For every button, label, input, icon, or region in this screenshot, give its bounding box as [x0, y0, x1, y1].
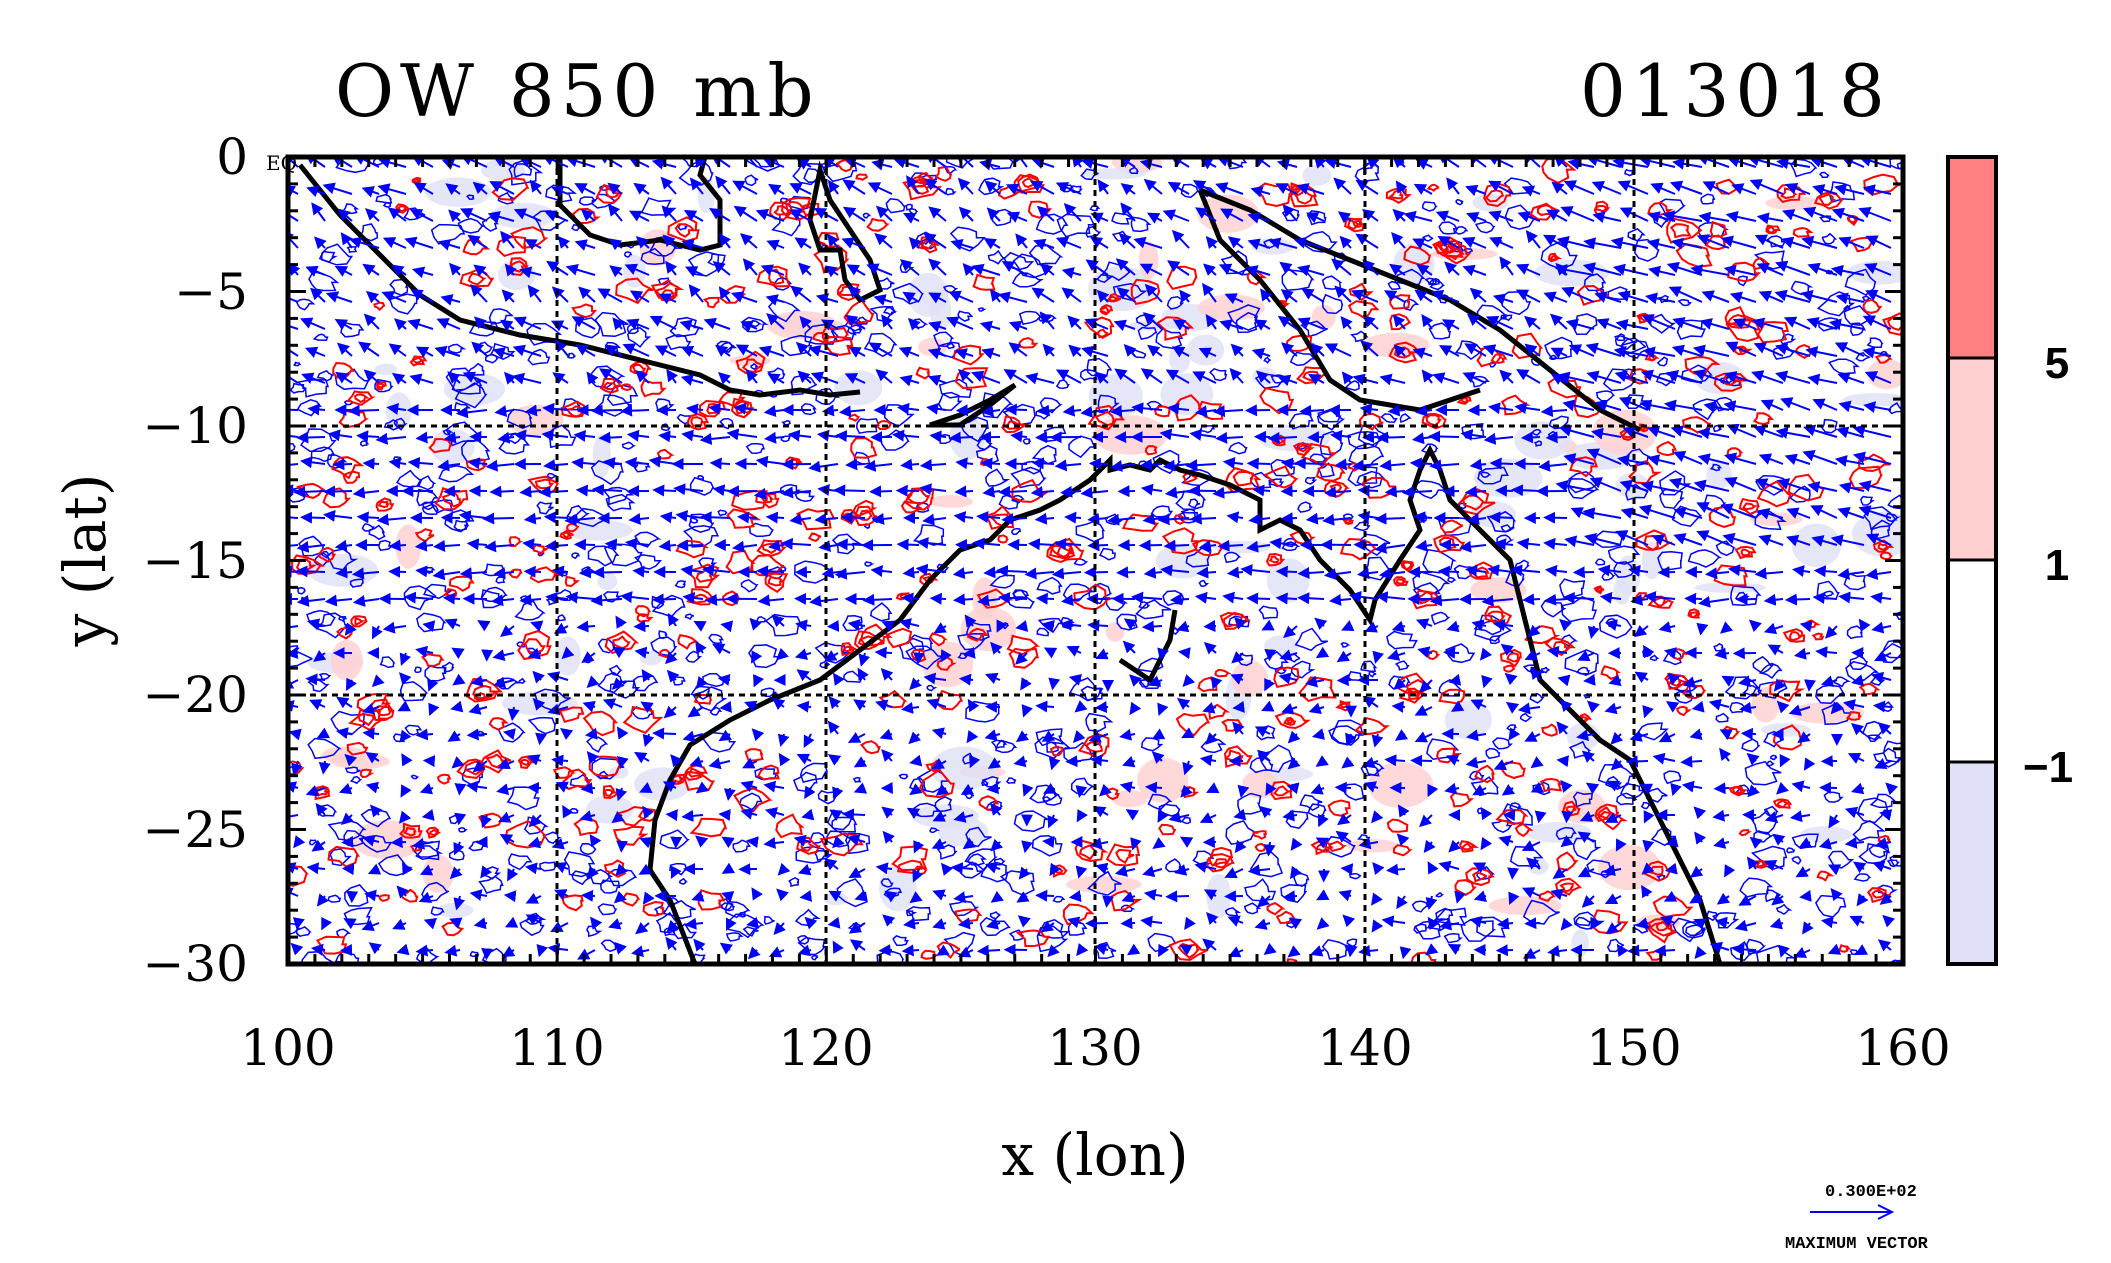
x-tick-label: 110: [509, 1019, 604, 1077]
x-tick-label: 140: [1317, 1019, 1412, 1077]
equator-marker: EQ: [266, 151, 297, 175]
y-tick-label: −5: [174, 263, 248, 321]
y-tick-label: −10: [142, 397, 248, 455]
y-tick-label: −25: [142, 801, 248, 859]
y-axis-title: y (lat): [51, 474, 119, 648]
y-tick-label: 0: [216, 128, 248, 186]
x-tick-label: 160: [1855, 1019, 1950, 1077]
vorticity-contours: [288, 157, 1903, 964]
y-tick-label: −15: [142, 532, 248, 590]
map-title: OW 850 mb: [335, 49, 820, 133]
colorbar-label: −1: [2023, 743, 2073, 792]
y-tick-label: −30: [142, 935, 248, 993]
colorbar-label: 5: [2045, 339, 2069, 388]
colorbar-segment-high: [1948, 157, 1996, 358]
x-tick-label: 130: [1047, 1019, 1142, 1077]
x-tick-label: 120: [778, 1019, 873, 1077]
y-tick-labels: 0 −5 −10 −15 −20 −25 −30: [142, 128, 248, 993]
x-tick-label: 100: [240, 1019, 335, 1077]
colorbar-segment-neutral: [1948, 560, 1996, 762]
gridlines: [288, 157, 1903, 964]
colorbar-segment-low: [1948, 762, 1996, 964]
y-tick-label: −20: [142, 666, 248, 724]
vector-key: 0.300E+02 MAXIMUM VECTOR: [1785, 1183, 1929, 1254]
x-axis-title: x (lon): [1001, 1121, 1188, 1189]
minor-ticks: [286, 155, 1905, 966]
map-timestamp: 013018: [1580, 49, 1891, 133]
colorbar-label: 1: [2045, 541, 2069, 590]
x-tick-label: 150: [1586, 1019, 1681, 1077]
colorbar-segment-mid-high: [1948, 358, 1996, 560]
wind-vectors: [288, 157, 1899, 961]
colorbar-frame: [1946, 155, 1998, 966]
vector-key-caption: MAXIMUM VECTOR: [1785, 1235, 1929, 1254]
x-tick-labels: 100 110 120 130 140 150 160: [240, 1019, 1950, 1077]
colorbar: 5 1 −1: [1946, 155, 2073, 966]
vector-key-magnitude: 0.300E+02: [1825, 1183, 1917, 1202]
